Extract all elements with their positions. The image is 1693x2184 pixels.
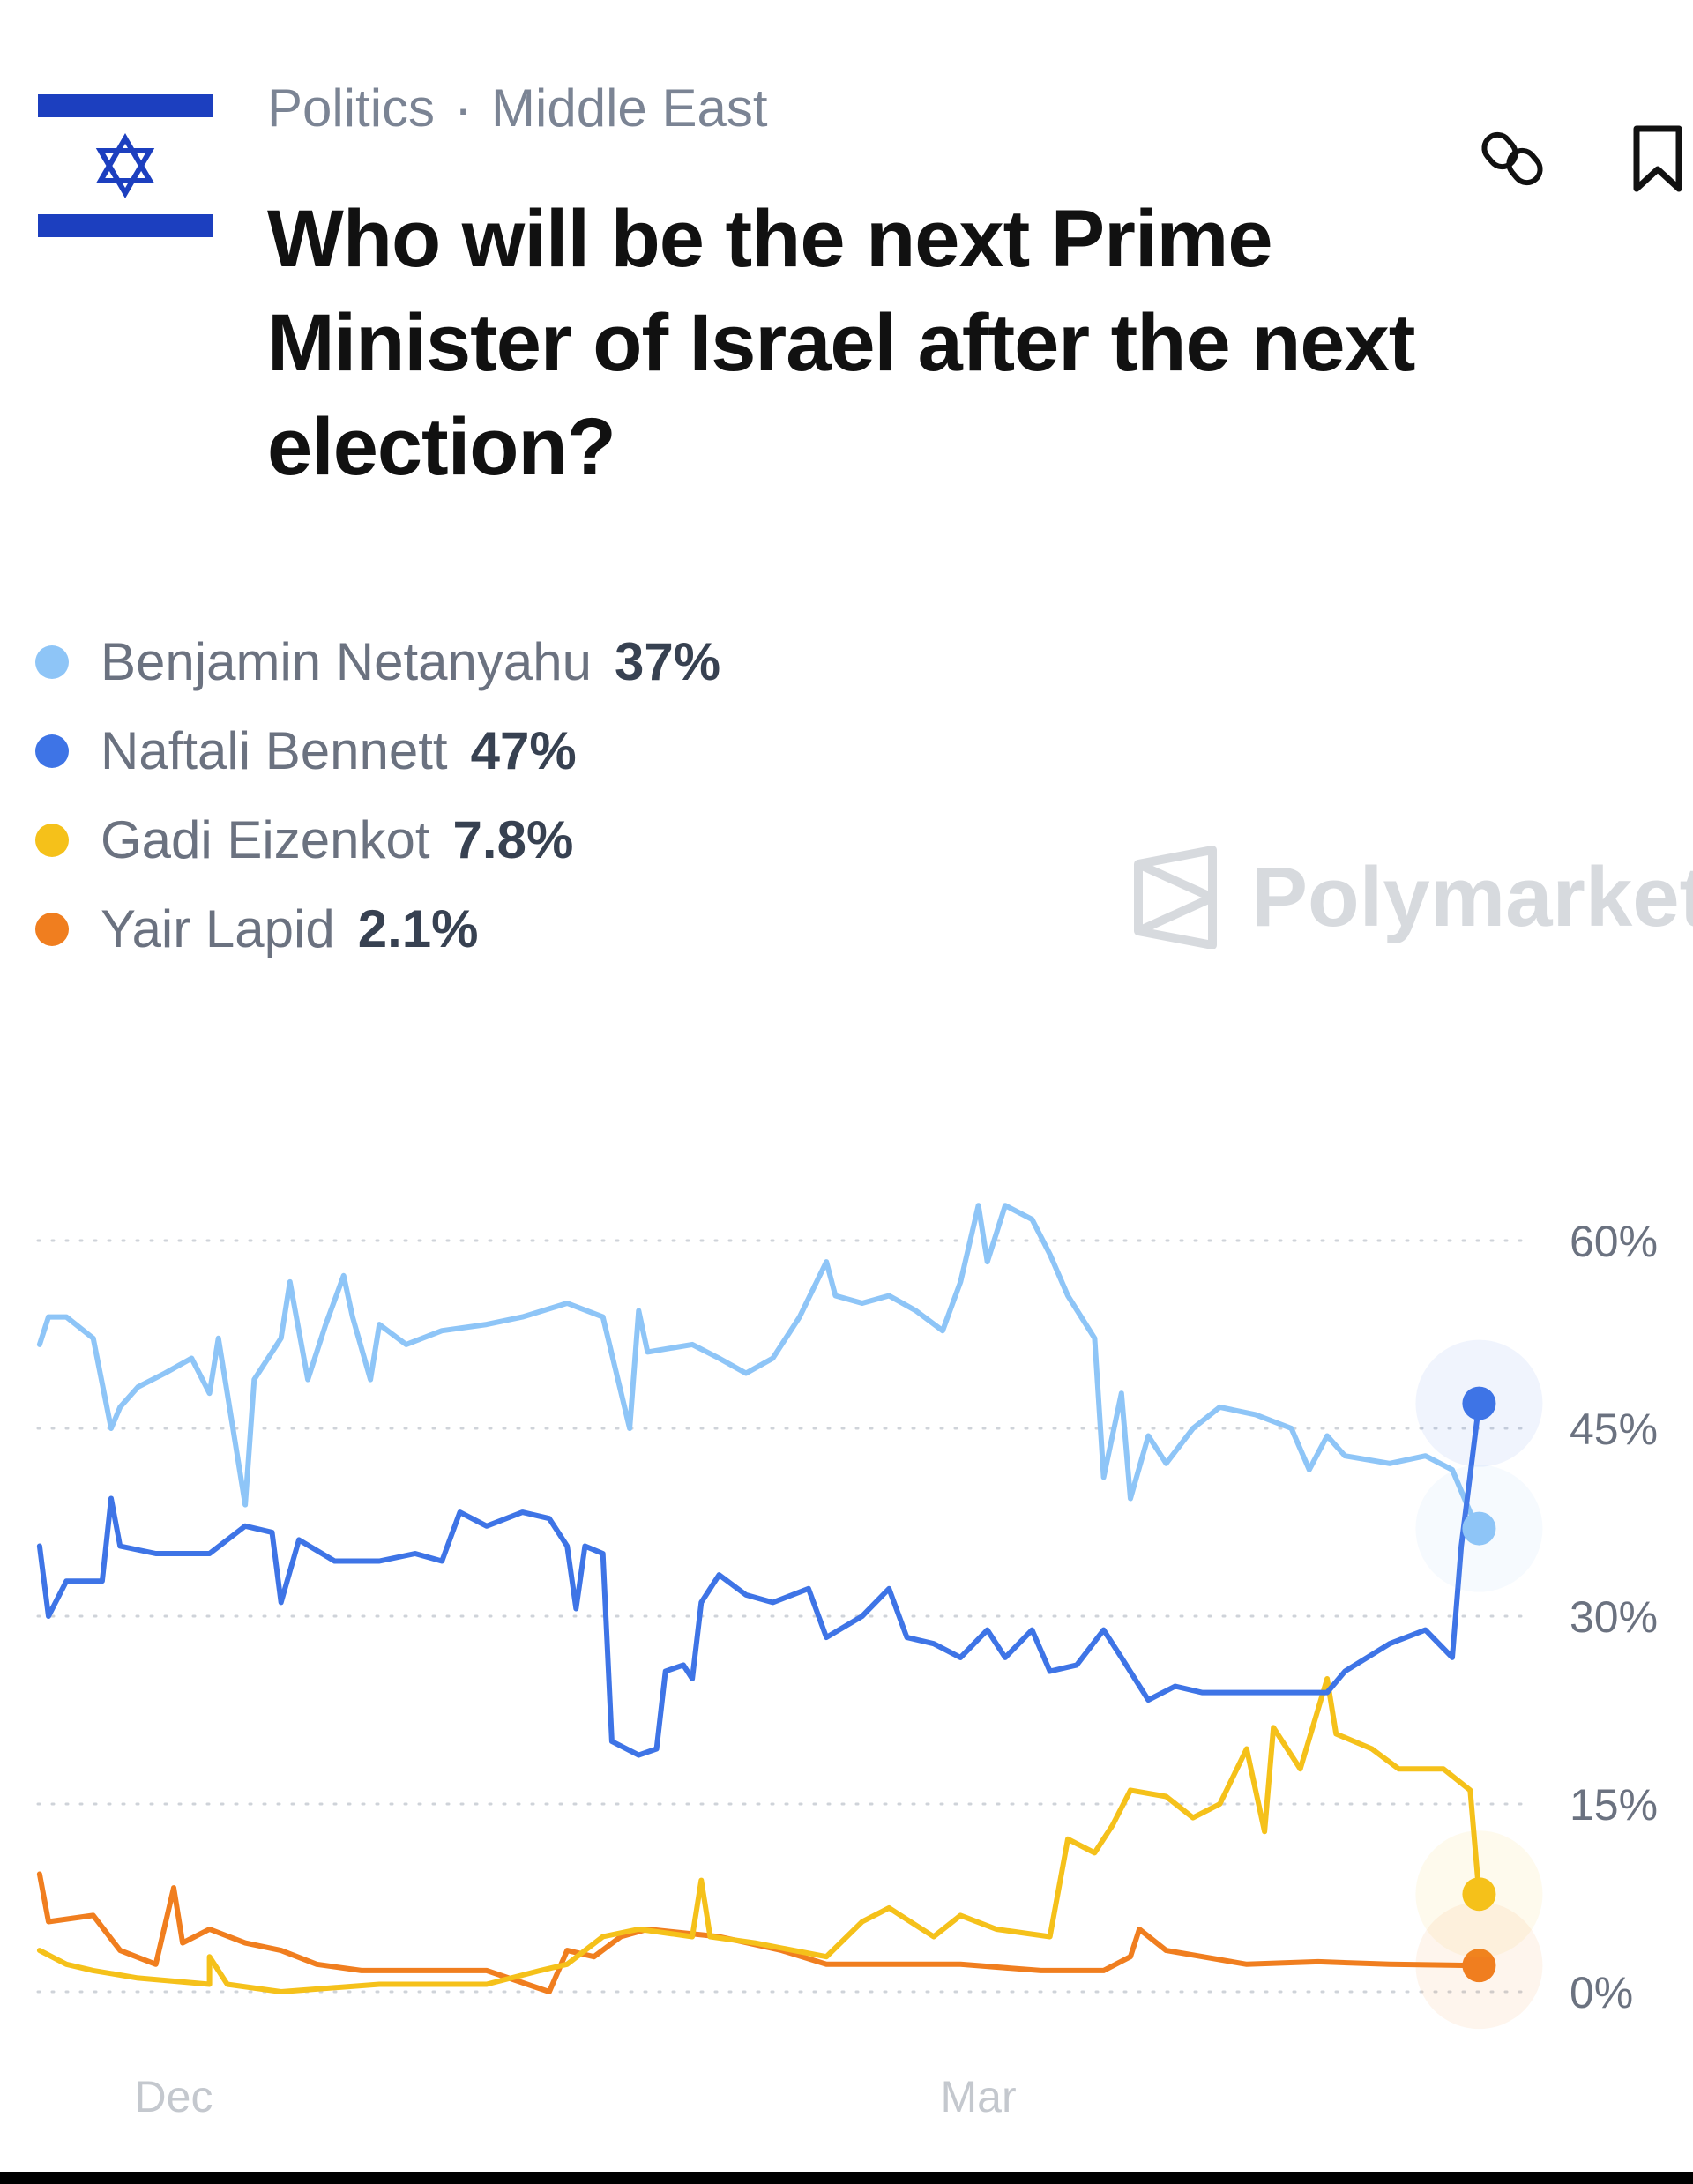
series-line-benjamin-netanyahu: [36, 1203, 1482, 1532]
series-line-yair-lapid: [36, 1871, 1482, 1994]
x-tick-label: Mar: [941, 2072, 1017, 2121]
series-line-naftali-bennett: [36, 1400, 1482, 1758]
subcategory-link[interactable]: Middle East: [491, 78, 768, 138]
legend-dot-icon: [35, 645, 69, 679]
legend-label: Naftali Bennett: [101, 721, 448, 780]
endpoint-dot-gadi-eizenkot: [1462, 1877, 1496, 1912]
watermark-text: Polymarket: [1251, 850, 1693, 944]
category-link[interactable]: Politics: [267, 78, 436, 138]
endpoint-dot-yair-lapid: [1462, 1949, 1496, 1983]
y-tick-label: 60%: [1570, 1217, 1658, 1266]
link-icon[interactable]: [1478, 123, 1548, 194]
legend-value: 2.1%: [357, 899, 479, 958]
legend-item-bennett[interactable]: Naftali Bennett 47%: [35, 706, 720, 795]
price-history-chart[interactable]: 60% 45% 30% 15% 0% Dec Mar: [0, 1146, 1693, 2169]
series-line-gadi-eizenkot: [36, 1676, 1482, 1994]
legend-label: Benjamin Netanyahu: [101, 632, 593, 691]
legend-label: Gadi Eizenkot: [101, 810, 430, 869]
y-tick-label: 15%: [1570, 1780, 1658, 1830]
y-tick-label: 45%: [1570, 1405, 1658, 1454]
chart-legend: Benjamin Netanyahu 37% Naftali Bennett 4…: [35, 617, 720, 973]
legend-dot-icon: [35, 912, 69, 946]
screen-bottom-edge: [0, 2172, 1693, 2184]
y-tick-label: 30%: [1570, 1592, 1658, 1642]
israel-flag-icon: [38, 94, 213, 237]
legend-dot-icon: [35, 823, 69, 857]
breadcrumb: Politics · Middle East: [267, 78, 768, 138]
legend-item-netanyahu[interactable]: Benjamin Netanyahu 37%: [35, 617, 720, 706]
polymarket-watermark: Polymarket: [1131, 846, 1693, 949]
legend-item-lapid[interactable]: Yair Lapid 2.1%: [35, 884, 720, 973]
polymarket-logo-icon: [1134, 846, 1217, 949]
legend-item-eizenkot[interactable]: Gadi Eizenkot 7.8%: [35, 795, 720, 884]
y-tick-label: 0%: [1570, 1968, 1633, 2017]
endpoint-dot-benjamin-netanyahu: [1462, 1511, 1496, 1546]
legend-dot-icon: [35, 734, 69, 768]
endpoint-dot-naftali-bennett: [1462, 1386, 1496, 1420]
legend-value: 47%: [470, 721, 577, 780]
breadcrumb-separator: ·: [454, 78, 473, 138]
bookmark-icon[interactable]: [1622, 123, 1693, 194]
x-tick-label: Dec: [135, 2072, 213, 2121]
legend-value: 7.8%: [452, 810, 574, 869]
legend-value: 37%: [615, 632, 721, 691]
page-title: Who will be the next Prime Minister of I…: [267, 194, 1415, 492]
legend-label: Yair Lapid: [101, 899, 335, 958]
